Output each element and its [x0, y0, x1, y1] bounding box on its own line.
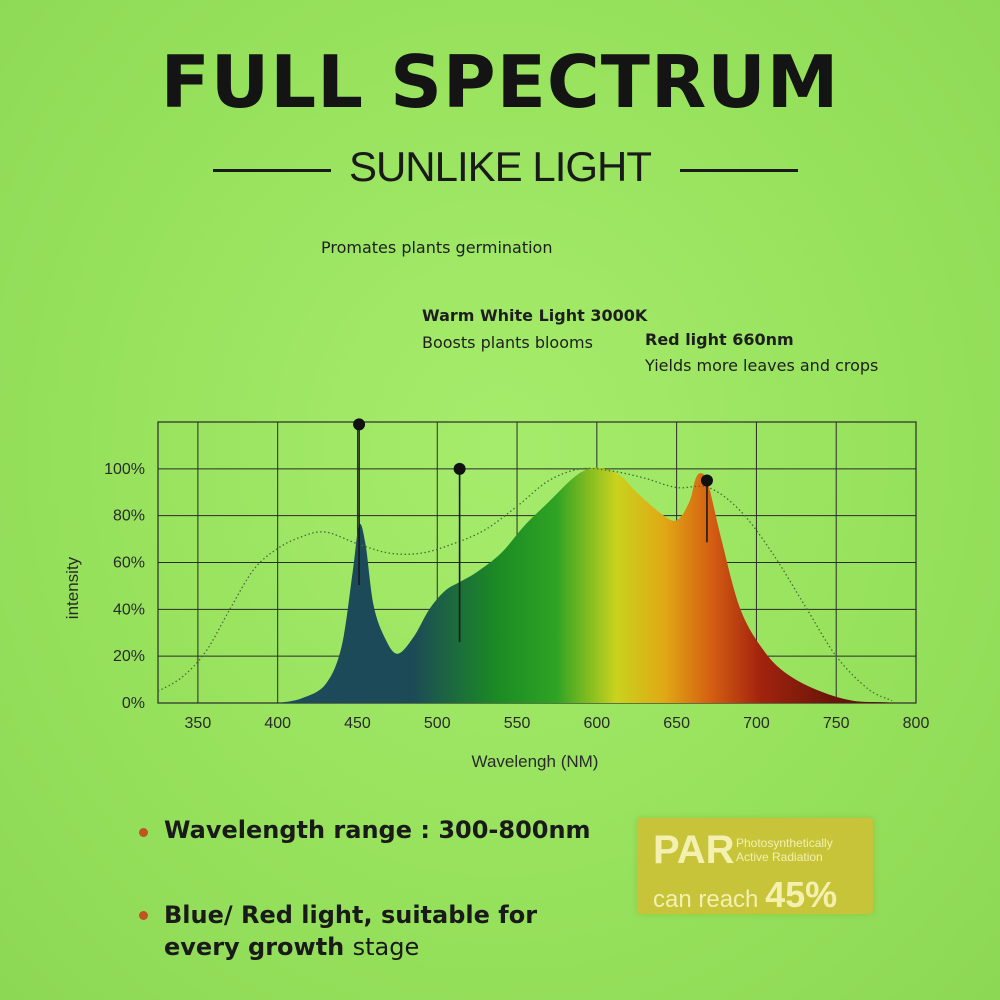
y-tick-label: 100%	[104, 461, 145, 478]
annotation-red-title: Red light 660nm	[645, 330, 794, 349]
y-tick-label: 20%	[113, 648, 145, 665]
bullet-blue-red-line2b: stage	[352, 933, 420, 961]
par-description-line1: Photosynthetically	[736, 836, 833, 850]
annotation-warm-desc: Boosts plants blooms	[422, 333, 593, 352]
annotation-germination: Promates plants germination	[321, 238, 553, 257]
x-tick-label: 700	[743, 715, 770, 732]
x-axis-label: Wavelengh (NM)	[472, 752, 599, 771]
annotation-red-desc: Yields more leaves and crops	[645, 356, 879, 375]
x-tick-label: 800	[903, 715, 930, 732]
subtitle-rule-right	[680, 169, 798, 172]
marker-dot-3	[700, 474, 713, 487]
bullet-dot-1	[139, 828, 148, 837]
subtitle-row: SUNLIKE LIGHT	[0, 143, 1000, 199]
par-title: PAR	[653, 828, 735, 872]
y-tick-label: 0%	[122, 695, 145, 712]
x-tick-label: 750	[823, 715, 850, 732]
x-tick-label: 550	[504, 715, 531, 732]
bullet-blue-red: Blue/ Red light, suitable for every grow…	[164, 899, 537, 963]
x-tick-label: 650	[663, 715, 690, 732]
bullet-blue-red-line2a: every growth	[164, 933, 353, 961]
par-description-line2: Active Radiation	[736, 850, 823, 864]
bullet-wavelength-value: 300-800nm	[438, 816, 591, 844]
par-reach: can reach 45%	[653, 874, 837, 916]
bullet-blue-red-line1: Blue/ Red light, suitable for	[164, 901, 538, 929]
subtitle-rule-left	[213, 169, 331, 172]
y-axis-label: intensity	[63, 556, 82, 619]
y-tick-label: 40%	[113, 601, 145, 618]
x-tick-label: 400	[264, 715, 291, 732]
x-tick-label: 500	[424, 715, 451, 732]
marker-dot-1	[353, 418, 366, 431]
y-tick-label: 60%	[113, 555, 145, 572]
spectrum-area	[277, 467, 901, 703]
par-reach-text: can reach	[653, 886, 766, 913]
par-percent: 45%	[765, 874, 838, 915]
sunlight-dotted-curve	[157, 467, 893, 702]
x-tick-label: 450	[344, 715, 371, 732]
par-description: Photosynthetically Active Radiation	[736, 836, 833, 864]
page-title: FULL SPECTRUM	[160, 40, 840, 124]
annotation-warm-title: Warm White Light 3000K	[422, 306, 648, 325]
x-tick-label: 350	[185, 715, 212, 732]
page-subtitle: SUNLIKE LIGHT	[348, 143, 652, 190]
marker-dot-2	[453, 462, 466, 475]
y-tick-label: 80%	[113, 508, 145, 525]
x-tick-label: 600	[583, 715, 610, 732]
bullet-wavelength: Wavelength range : 300-800nm	[164, 816, 591, 844]
par-badge: PAR Photosynthetically Active Radiation …	[637, 818, 873, 916]
bullet-dot-2	[139, 911, 148, 920]
bullet-wavelength-label: Wavelength range :	[164, 816, 439, 844]
